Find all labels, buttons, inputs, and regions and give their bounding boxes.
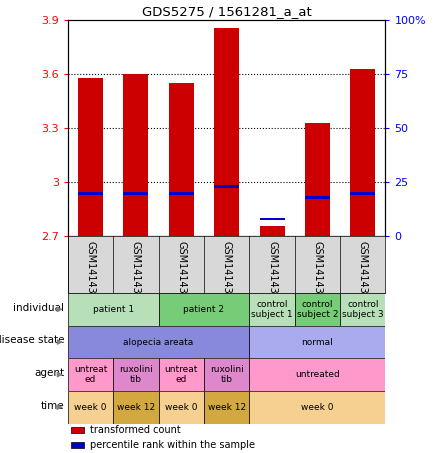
- Bar: [249, 293, 295, 326]
- Text: untreat
ed: untreat ed: [165, 365, 198, 384]
- Text: untreated: untreated: [295, 370, 340, 379]
- Bar: [249, 358, 385, 391]
- Bar: [214, 28, 239, 236]
- Bar: [68, 293, 159, 326]
- Text: normal: normal: [301, 337, 333, 347]
- Bar: [204, 358, 249, 391]
- Bar: [71, 442, 84, 448]
- Bar: [340, 293, 385, 326]
- Text: GSM1414312: GSM1414312: [85, 241, 95, 306]
- Text: GSM1414313: GSM1414313: [131, 241, 141, 306]
- Text: patient 1: patient 1: [93, 305, 134, 314]
- Bar: [350, 69, 375, 236]
- Bar: [350, 192, 375, 194]
- Text: control
subject 1: control subject 1: [251, 300, 293, 319]
- Bar: [68, 391, 113, 424]
- Text: percentile rank within the sample: percentile rank within the sample: [90, 440, 255, 450]
- Bar: [214, 185, 239, 188]
- Bar: [78, 78, 103, 236]
- Text: transformed count: transformed count: [90, 424, 181, 434]
- Title: GDS5275 / 1561281_a_at: GDS5275 / 1561281_a_at: [142, 5, 311, 18]
- Bar: [159, 293, 249, 326]
- Text: control
subject 3: control subject 3: [342, 300, 384, 319]
- Bar: [169, 192, 194, 194]
- Bar: [78, 192, 103, 194]
- Text: untreat
ed: untreat ed: [74, 365, 107, 384]
- Text: alopecia areata: alopecia areata: [124, 337, 194, 347]
- Bar: [113, 391, 159, 424]
- Bar: [305, 123, 330, 236]
- Text: patient 2: patient 2: [184, 305, 225, 314]
- Bar: [204, 391, 249, 424]
- Bar: [68, 358, 113, 391]
- Bar: [124, 74, 148, 236]
- Bar: [159, 358, 204, 391]
- Bar: [260, 226, 285, 236]
- Text: ruxolini
tib: ruxolini tib: [210, 365, 244, 384]
- Bar: [249, 326, 385, 358]
- Bar: [295, 293, 340, 326]
- Bar: [305, 196, 330, 199]
- Bar: [68, 326, 249, 358]
- Text: time: time: [41, 400, 64, 410]
- Text: week 0: week 0: [74, 403, 107, 412]
- Text: GSM1414318: GSM1414318: [358, 241, 368, 306]
- Text: control
subject 2: control subject 2: [297, 300, 338, 319]
- Text: GSM1414317: GSM1414317: [312, 241, 322, 306]
- Text: disease state: disease state: [0, 335, 64, 345]
- Text: GSM1414314: GSM1414314: [177, 241, 186, 306]
- Text: week 0: week 0: [165, 403, 198, 412]
- Bar: [124, 192, 148, 194]
- Text: week 12: week 12: [208, 403, 246, 412]
- Bar: [260, 218, 285, 221]
- Text: individual: individual: [14, 303, 64, 313]
- Text: GSM1414315: GSM1414315: [222, 241, 232, 306]
- Bar: [71, 427, 84, 433]
- Text: GSM1414316: GSM1414316: [267, 241, 277, 306]
- Bar: [249, 391, 385, 424]
- Text: week 0: week 0: [301, 403, 334, 412]
- Text: ruxolini
tib: ruxolini tib: [119, 365, 153, 384]
- Bar: [113, 358, 159, 391]
- Text: week 12: week 12: [117, 403, 155, 412]
- Bar: [169, 83, 194, 236]
- Text: agent: agent: [34, 368, 64, 378]
- Bar: [159, 391, 204, 424]
